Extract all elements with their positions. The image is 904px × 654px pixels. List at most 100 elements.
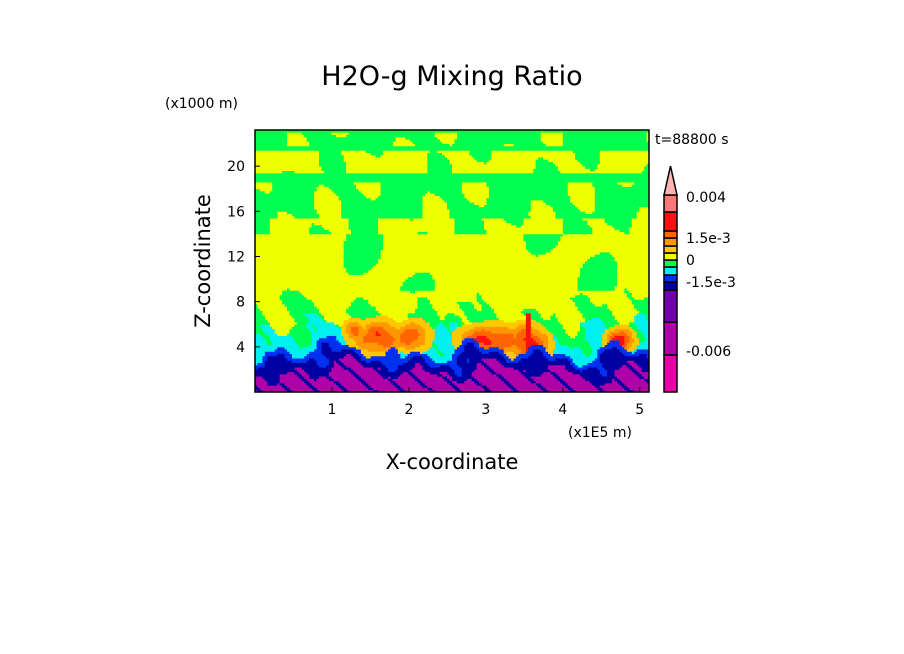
contour-cell (599, 159, 650, 163)
contour-cell (557, 166, 586, 169)
contour-cell (255, 202, 315, 205)
contour-cell (387, 315, 409, 318)
contour-cell (602, 319, 618, 323)
contour-cell (466, 197, 487, 201)
contour-cell (449, 143, 453, 147)
contour-cell (626, 333, 633, 336)
contour-cell (491, 157, 539, 160)
contour-cell (358, 333, 367, 336)
contour-cell (287, 389, 293, 393)
contour-cell (358, 344, 384, 348)
contour-cell (301, 346, 317, 350)
contour-cell (572, 364, 578, 368)
contour-cell (341, 387, 347, 391)
contour-cell (479, 292, 581, 296)
contour-cell (358, 328, 369, 332)
contour-cell (646, 134, 650, 138)
contour-cell (429, 150, 438, 153)
contour-cell (538, 385, 544, 388)
contour-cell (328, 358, 340, 361)
contour-cell (309, 227, 325, 230)
contour-cell (599, 317, 615, 321)
contour-cell (454, 224, 485, 228)
contour-cell (646, 315, 650, 318)
contour-cell (614, 256, 650, 260)
contour-cell (543, 344, 549, 348)
contour-cell (338, 197, 372, 201)
contour-cell (481, 218, 505, 221)
contour-cell (383, 344, 391, 348)
contour-cell (363, 272, 416, 275)
contour-cell (597, 163, 647, 167)
contour-cell (287, 333, 290, 336)
contour-cell (584, 353, 591, 357)
contour-cell (562, 136, 647, 140)
contour-cell (474, 376, 500, 379)
contour-cell (493, 308, 524, 312)
contour-cell (287, 132, 303, 135)
contour-cell (614, 258, 650, 262)
contour-cell (548, 364, 566, 368)
contour-cell (255, 200, 315, 203)
contour-cell (621, 380, 647, 384)
contour-cell (575, 303, 596, 307)
contour-cell (351, 326, 359, 330)
contour-cell (314, 197, 340, 201)
contour-cell (555, 163, 583, 167)
contour-cell (439, 195, 465, 199)
contour-cell (612, 310, 640, 314)
contour-cell (291, 355, 305, 359)
contour-cell (306, 371, 330, 375)
contour-cell (525, 328, 532, 332)
contour-cell (306, 315, 320, 318)
contour-cell (555, 340, 559, 343)
contour-cell (479, 380, 505, 384)
contour-cell (321, 224, 349, 228)
contour-cell (314, 389, 320, 393)
contour-cell (570, 362, 576, 366)
contour-cell (346, 342, 357, 345)
contour-cell (562, 324, 581, 327)
contour-cell (304, 376, 310, 379)
contour-cell (338, 326, 342, 330)
contour-cell (309, 143, 394, 147)
contour-cell (385, 351, 399, 355)
contour-cell (540, 387, 546, 391)
contour-cell (400, 333, 421, 336)
contour-cell (496, 371, 522, 375)
contour-cell (378, 342, 394, 345)
contour-cell (452, 337, 463, 341)
contour-cell (378, 261, 586, 264)
contour-cell (397, 382, 421, 386)
contour-cell (501, 378, 507, 382)
colorbar-segment (663, 274, 678, 283)
contour-field (255, 130, 650, 393)
contour-cell (557, 242, 650, 246)
contour-cell (321, 317, 325, 321)
contour-cell (580, 346, 593, 350)
contour-cell (316, 387, 342, 391)
contour-cell (365, 380, 391, 384)
contour-cell (257, 306, 288, 309)
contour-cell (269, 229, 310, 233)
contour-cell (432, 303, 460, 307)
contour-cell (360, 376, 384, 379)
contour-cell (380, 193, 426, 196)
contour-cell (525, 326, 532, 330)
contour-cell (311, 222, 315, 226)
contour-cell (562, 231, 593, 235)
contour-cell (476, 362, 482, 366)
contour-cell (427, 166, 453, 169)
contour-cell (604, 220, 633, 224)
contour-cell (255, 376, 263, 379)
contour-cell (456, 132, 542, 135)
contour-cell (348, 227, 379, 230)
contour-cell (264, 190, 271, 194)
contour-cell (255, 258, 345, 262)
contour-cell (346, 163, 428, 167)
contour-cell (383, 238, 524, 242)
x-tick-label: 3 (481, 402, 490, 418)
contour-cell (449, 321, 458, 325)
contour-cell (496, 315, 527, 318)
contour-cell (277, 215, 295, 219)
